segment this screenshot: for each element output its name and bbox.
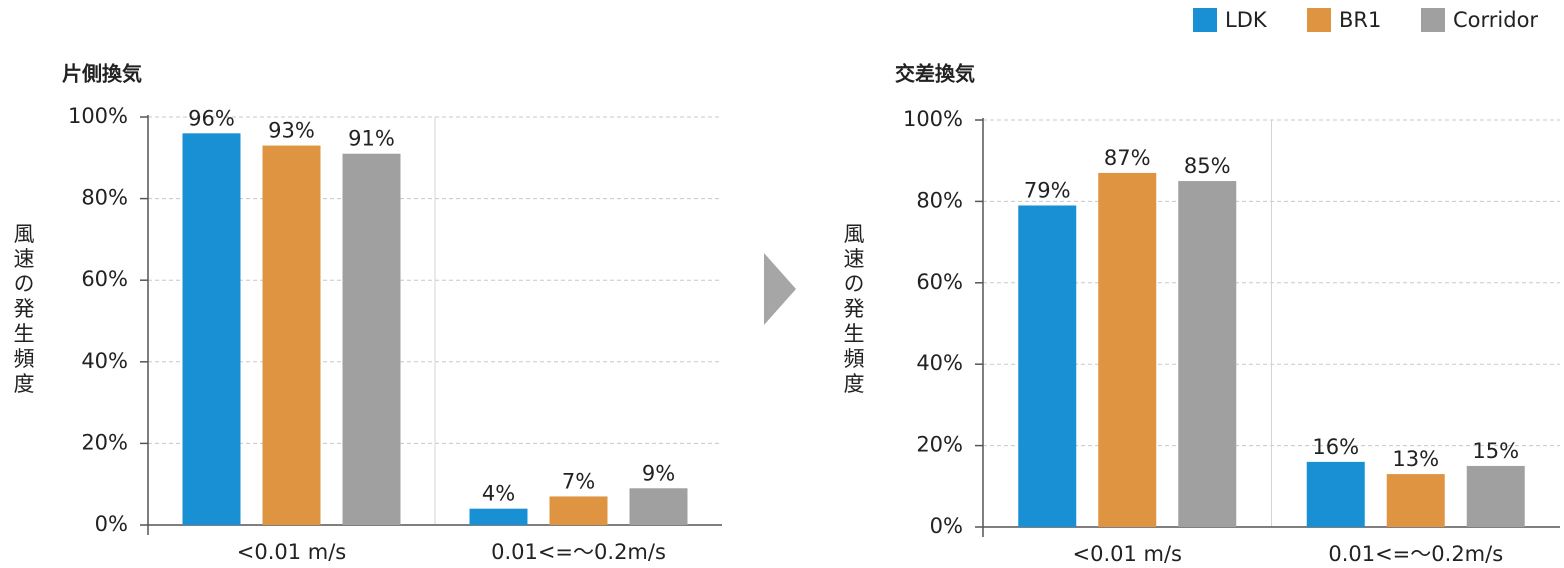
bar xyxy=(262,145,321,525)
x-tick-label: <0.01 m/s xyxy=(1072,542,1182,566)
y-tick-label: 20% xyxy=(81,430,128,454)
arrow xyxy=(764,253,796,325)
chart-title: 交差換気 xyxy=(895,62,975,86)
legend-swatch xyxy=(1421,8,1445,32)
legend-swatch xyxy=(1193,8,1217,32)
value-label: 15% xyxy=(1472,439,1519,463)
y-axis-label: 風速の発生頻度 xyxy=(841,223,865,398)
y-tick-label: 80% xyxy=(916,188,963,212)
y-tick-label: 0% xyxy=(930,514,963,538)
value-label: 93% xyxy=(268,119,315,143)
x-tick-label: 0.01<=〜0.2m/s xyxy=(491,540,666,564)
y-tick-label: 80% xyxy=(81,186,128,210)
chart-title: 片側換気 xyxy=(62,62,142,86)
bar xyxy=(1386,474,1445,527)
bar xyxy=(549,496,608,525)
value-label: 91% xyxy=(348,127,395,151)
value-label: 85% xyxy=(1184,154,1231,178)
bar xyxy=(469,508,528,525)
y-tick-label: 100% xyxy=(68,104,128,128)
y-tick-label: 60% xyxy=(916,270,963,294)
y-tick-label: 40% xyxy=(916,351,963,375)
value-label: 96% xyxy=(188,106,235,130)
value-label: 4% xyxy=(482,482,515,506)
y-tick-label: 60% xyxy=(81,267,128,291)
legend-label: Corridor xyxy=(1453,8,1538,32)
bar xyxy=(1018,205,1077,527)
y-tick-label: 0% xyxy=(95,512,128,536)
value-label: 9% xyxy=(642,461,675,485)
value-label: 79% xyxy=(1024,178,1071,202)
x-tick-label: 0.01<=〜0.2m/s xyxy=(1328,542,1503,566)
legend-label: BR1 xyxy=(1339,8,1381,32)
bar xyxy=(342,153,401,525)
y-tick-label: 100% xyxy=(903,107,963,131)
bar xyxy=(1306,461,1365,527)
bar xyxy=(1178,181,1237,528)
y-axis-label: 風速の発生頻度 xyxy=(11,223,35,398)
legend-swatch xyxy=(1307,8,1331,32)
value-label: 7% xyxy=(562,469,595,493)
bar xyxy=(182,133,241,525)
value-label: 13% xyxy=(1392,447,1439,471)
value-label: 87% xyxy=(1104,146,1151,170)
legend-label: LDK xyxy=(1225,8,1268,32)
bar xyxy=(1466,465,1525,527)
bar xyxy=(629,488,688,525)
x-tick-label: <0.01 m/s xyxy=(237,540,347,564)
y-tick-label: 20% xyxy=(916,433,963,457)
bar xyxy=(1098,172,1157,527)
y-tick-label: 40% xyxy=(81,349,128,373)
value-label: 16% xyxy=(1312,435,1359,459)
